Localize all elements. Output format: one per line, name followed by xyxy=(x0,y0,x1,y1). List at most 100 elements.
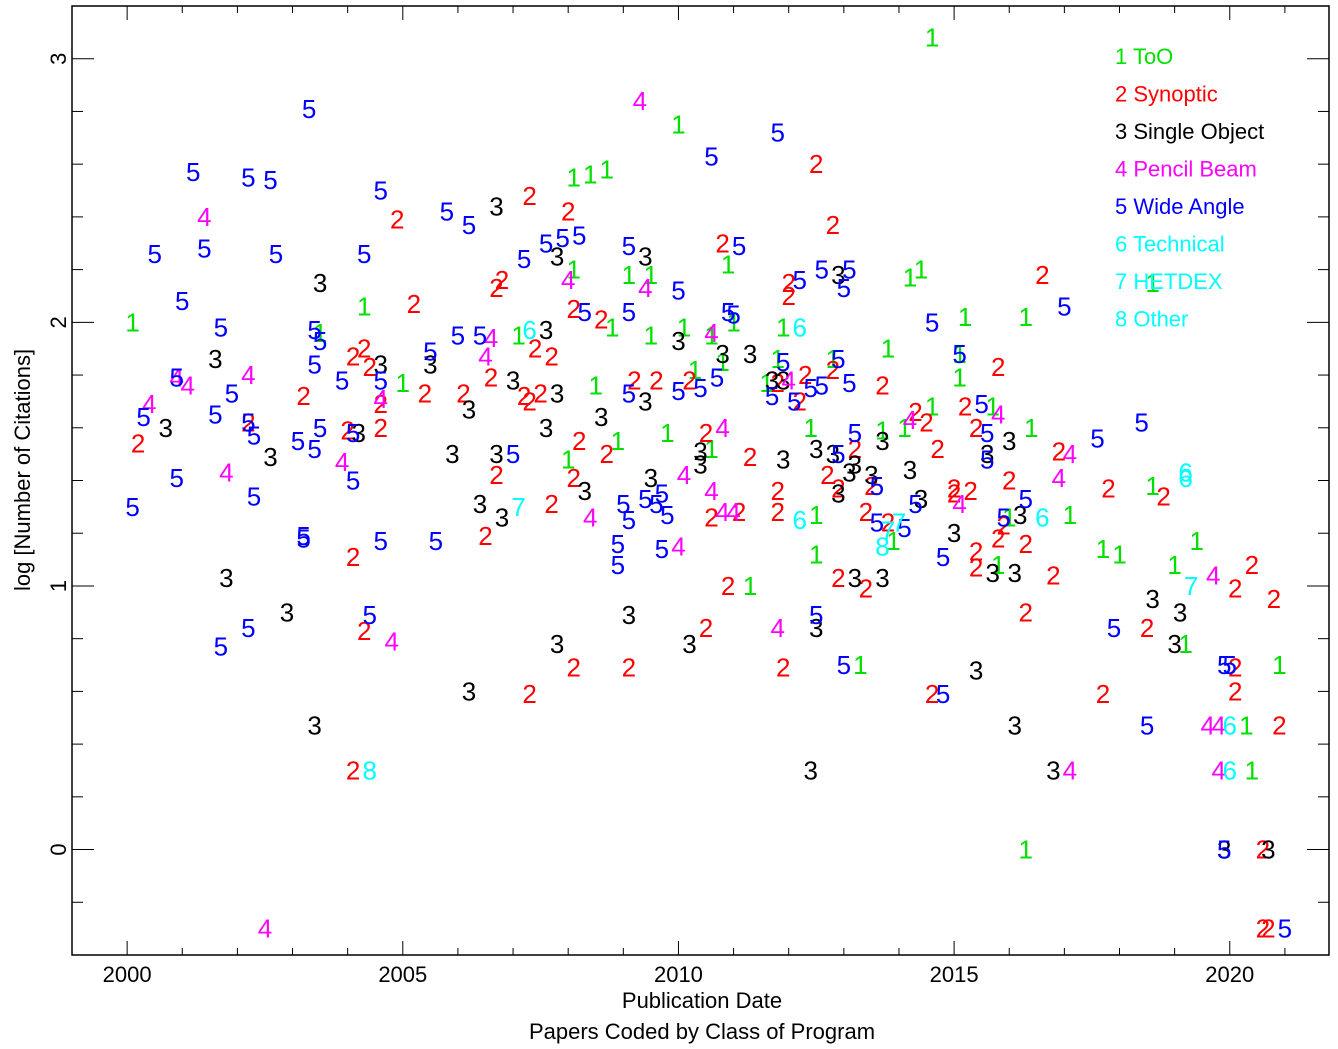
data-point-class-5: 5 xyxy=(247,421,261,451)
data-point-class-1: 1 xyxy=(925,392,939,422)
data-point-class-5: 5 xyxy=(721,297,735,327)
data-point-class-5: 5 xyxy=(726,299,740,329)
data-point-class-2: 2 xyxy=(859,574,873,604)
data-point-class-1: 1 xyxy=(826,344,840,374)
data-point-class-2: 2 xyxy=(848,434,862,464)
data-point-class-2: 2 xyxy=(517,381,531,411)
data-point-class-5: 5 xyxy=(473,321,487,351)
data-point-class-4: 4 xyxy=(197,202,211,232)
data-point-class-2: 2 xyxy=(346,342,360,372)
data-point-class-4: 4 xyxy=(374,384,388,414)
data-point-class-5: 5 xyxy=(197,234,211,264)
data-point-class-3: 3 xyxy=(809,434,823,464)
data-point-class-7: 7 xyxy=(511,492,525,522)
data-point-class-2: 2 xyxy=(1019,597,1033,627)
data-point-class-5: 5 xyxy=(357,239,371,269)
data-point-class-1: 1 xyxy=(600,154,614,184)
data-point-class-5: 5 xyxy=(870,471,884,501)
data-point-class-2: 2 xyxy=(831,563,845,593)
data-point-class-1: 1 xyxy=(881,334,895,364)
legend-entry: 2 Synoptic xyxy=(1115,82,1218,107)
data-point-class-2: 2 xyxy=(881,508,895,538)
data-point-class-2: 2 xyxy=(1261,914,1275,944)
data-point-class-4: 4 xyxy=(991,400,1005,430)
data-point-class-2: 2 xyxy=(776,653,790,683)
data-point-class-2: 2 xyxy=(241,408,255,438)
data-point-class-1: 1 xyxy=(886,526,900,556)
data-point-class-5: 5 xyxy=(936,542,950,572)
data-point-class-1: 1 xyxy=(660,418,674,448)
data-point-class-1: 1 xyxy=(1063,500,1077,530)
data-point-class-3: 3 xyxy=(985,558,999,588)
data-point-class-1: 1 xyxy=(985,392,999,422)
data-point-class-3: 3 xyxy=(1013,500,1027,530)
data-point-class-1: 1 xyxy=(583,160,597,190)
data-point-class-2: 2 xyxy=(357,616,371,646)
data-point-class-5: 5 xyxy=(1107,613,1121,643)
data-point-class-5: 5 xyxy=(842,255,856,285)
data-point-class-5: 5 xyxy=(848,418,862,448)
data-point-class-5: 5 xyxy=(908,489,922,519)
data-point-class-5: 5 xyxy=(147,239,161,269)
data-point-class-7: 7 xyxy=(892,508,906,538)
y-tick-label: 0 xyxy=(46,843,71,855)
data-point-class-3: 3 xyxy=(423,350,437,380)
data-point-class-3: 3 xyxy=(682,629,696,659)
data-point-class-4: 4 xyxy=(1212,711,1226,741)
data-point-class-1: 1 xyxy=(622,260,636,290)
data-point-class-2: 2 xyxy=(374,413,388,443)
data-point-class-2: 2 xyxy=(770,368,784,398)
data-point-class-2: 2 xyxy=(699,613,713,643)
data-point-class-5: 5 xyxy=(440,197,454,227)
data-point-class-2: 2 xyxy=(484,363,498,393)
data-point-class-2: 2 xyxy=(346,542,360,572)
data-point-class-2: 2 xyxy=(594,305,608,335)
data-point-class-5: 5 xyxy=(732,231,746,261)
data-point-class-5: 5 xyxy=(462,210,476,240)
data-point-class-2: 2 xyxy=(732,497,746,527)
data-point-class-5: 5 xyxy=(313,326,327,356)
data-point-class-5: 5 xyxy=(809,600,823,630)
data-point-class-1: 1 xyxy=(566,162,580,192)
data-point-class-2: 2 xyxy=(566,294,580,324)
data-point-class-5: 5 xyxy=(776,347,790,377)
data-point-class-3: 3 xyxy=(208,344,222,374)
data-point-class-1: 1 xyxy=(952,363,966,393)
data-point-class-1: 1 xyxy=(644,260,658,290)
data-point-class-2: 2 xyxy=(572,426,586,456)
data-point-class-3: 3 xyxy=(743,339,757,369)
data-point-class-2: 2 xyxy=(930,434,944,464)
data-point-class-2: 2 xyxy=(1256,914,1270,944)
data-point-class-2: 2 xyxy=(715,228,729,258)
data-point-class-2: 2 xyxy=(859,497,873,527)
data-point-class-5: 5 xyxy=(346,418,360,448)
data-point-class-6: 6 xyxy=(1223,711,1237,741)
data-point-class-5: 5 xyxy=(974,389,988,419)
data-point-class-3: 3 xyxy=(374,350,388,380)
data-point-class-2: 2 xyxy=(743,442,757,472)
data-point-class-3: 3 xyxy=(765,365,779,395)
data-point-class-7: 7 xyxy=(1184,571,1198,601)
data-point-class-3: 3 xyxy=(693,437,707,467)
data-point-class-3: 3 xyxy=(539,315,553,345)
data-point-class-5: 5 xyxy=(671,376,685,406)
data-point-class-3: 3 xyxy=(489,439,503,469)
data-point-class-5: 5 xyxy=(936,679,950,709)
data-point-class-3: 3 xyxy=(864,460,878,490)
data-point-class-5: 5 xyxy=(710,363,724,393)
data-point-class-3: 3 xyxy=(280,597,294,627)
data-point-class-4: 4 xyxy=(671,531,685,561)
data-point-class-3: 3 xyxy=(462,394,476,424)
data-point-class-2: 2 xyxy=(522,386,536,416)
y-tick-label: 2 xyxy=(46,316,71,328)
data-point-class-6: 6 xyxy=(1223,755,1237,785)
data-point-class-5: 5 xyxy=(770,118,784,148)
data-point-class-2: 2 xyxy=(925,679,939,709)
data-point-class-2: 2 xyxy=(721,571,735,601)
data-point-class-2: 2 xyxy=(781,281,795,311)
data-point-class-2: 2 xyxy=(1228,574,1242,604)
data-point-class-3: 3 xyxy=(776,444,790,474)
data-point-class-5: 5 xyxy=(1217,650,1231,680)
data-point-class-3: 3 xyxy=(577,476,591,506)
